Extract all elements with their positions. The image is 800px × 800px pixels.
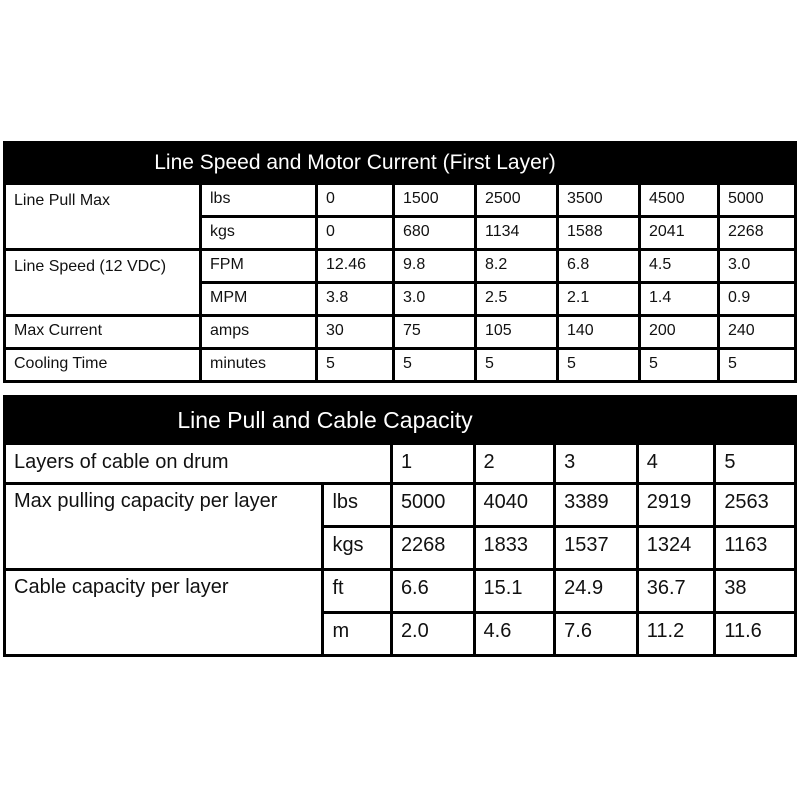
value-cell: 11.2	[638, 614, 714, 654]
value-cell: 1588	[559, 218, 638, 248]
value-cell: 2268	[392, 528, 473, 568]
value-cell: 1833	[475, 528, 554, 568]
layer-number: 5	[716, 445, 794, 482]
row-label: Max pulling capacity per layer	[6, 485, 322, 568]
value-cell: 3.8	[318, 284, 392, 314]
table-row: Line Speed (12 VDC) FPM 12.46 9.8 8.2 6.8 4.5 3…	[6, 251, 795, 314]
value-cell: 105	[477, 317, 556, 347]
line-pull-cable-capacity-table: Line Pull and Cable Capacity Layers of c…	[3, 395, 797, 657]
value-cell: 2041	[641, 218, 717, 248]
table-row: kgs 2268 1833 1537 1324 1163	[6, 528, 794, 568]
unit-cell: kgs	[324, 528, 390, 568]
line-speed-motor-current-table: Line Speed and Motor Current (First Laye…	[3, 141, 798, 383]
value-cell: 1134	[477, 218, 556, 248]
value-cell: 140	[559, 317, 638, 347]
value-cell: 5	[477, 350, 556, 380]
value-cell: 11.6	[716, 614, 794, 654]
row-label: Line Pull Max	[6, 185, 199, 248]
value-cell: 1324	[638, 528, 714, 568]
value-cell: 2.1	[559, 284, 638, 314]
table-row: Cable capacity per layer ft 6.6 15.1 24.9 36.…	[6, 571, 794, 654]
value-cell: 3500	[559, 185, 638, 215]
value-cell: 0	[318, 185, 392, 215]
value-cell: 5	[559, 350, 638, 380]
value-cell: 2.0	[392, 614, 473, 654]
layer-number: 4	[638, 445, 714, 482]
value-cell: 6.6	[392, 571, 473, 611]
value-cell: 2919	[638, 485, 714, 525]
value-cell: 5	[720, 350, 795, 380]
value-cell: 38	[716, 571, 794, 611]
value-cell: 2563	[716, 485, 794, 525]
table-row: Cooling Time minutes 5 5 5 5 5 5	[6, 350, 795, 380]
table-title: Line Pull and Cable Capacity	[6, 398, 794, 442]
value-cell: 5000	[392, 485, 473, 525]
value-cell: 1537	[556, 528, 636, 568]
table-row: MPM 3.8 3.0 2.5 2.1 1.4 0.9	[6, 284, 795, 314]
value-cell: 200	[641, 317, 717, 347]
value-cell: 7.6	[556, 614, 636, 654]
value-cell: 9.8	[395, 251, 474, 281]
value-cell: 5000	[720, 185, 795, 215]
value-cell: 4040	[475, 485, 554, 525]
value-cell: 3.0	[720, 251, 795, 281]
unit-cell: kgs	[202, 218, 315, 248]
row-label: Max Current	[6, 317, 199, 347]
value-cell: 0.9	[720, 284, 795, 314]
value-cell: 2268	[720, 218, 795, 248]
table-title: Line Speed and Motor Current (First Laye…	[6, 144, 795, 182]
layer-number: 3	[556, 445, 636, 482]
unit-cell: m	[324, 614, 390, 654]
value-cell: 3.0	[395, 284, 474, 314]
value-cell: 15.1	[475, 571, 554, 611]
row-label: Cooling Time	[6, 350, 199, 380]
table-row: m 2.0 4.6 7.6 11.2 11.6	[6, 614, 794, 654]
unit-cell: minutes	[202, 350, 315, 380]
unit-cell: MPM	[202, 284, 315, 314]
value-cell: 0	[318, 218, 392, 248]
value-cell: 5	[395, 350, 474, 380]
unit-cell: ft	[324, 571, 390, 611]
value-cell: 8.2	[477, 251, 556, 281]
value-cell: 1500	[395, 185, 474, 215]
value-cell: 24.9	[556, 571, 636, 611]
value-cell: 2.5	[477, 284, 556, 314]
row-label: Cable capacity per layer	[6, 571, 322, 654]
unit-cell: lbs	[324, 485, 390, 525]
table-row: Max Current amps 30 75 105 140 200 240	[6, 317, 795, 347]
value-cell: 30	[318, 317, 392, 347]
value-cell: 680	[395, 218, 474, 248]
value-cell: 2500	[477, 185, 556, 215]
value-cell: 4.5	[641, 251, 717, 281]
table-row: Line Pull Max lbs 0 1500 2500 3500 4500 5000	[6, 185, 795, 248]
table-row: kgs 0 680 1134 1588 2041 2268	[6, 218, 795, 248]
unit-cell: amps	[202, 317, 315, 347]
value-cell: 5	[641, 350, 717, 380]
layers-header-label: Layers of cable on drum	[6, 445, 390, 482]
value-cell: 1163	[716, 528, 794, 568]
unit-cell: FPM	[202, 251, 315, 281]
value-cell: 5	[318, 350, 392, 380]
layer-number: 2	[475, 445, 554, 482]
unit-cell: lbs	[202, 185, 315, 215]
row-label: Line Speed (12 VDC)	[6, 251, 199, 314]
value-cell: 12.46	[318, 251, 392, 281]
value-cell: 36.7	[638, 571, 714, 611]
table-row: Max pulling capacity per layer lbs 5000 404…	[6, 485, 794, 568]
value-cell: 6.8	[559, 251, 638, 281]
value-cell: 1.4	[641, 284, 717, 314]
value-cell: 75	[395, 317, 474, 347]
value-cell: 3389	[556, 485, 636, 525]
value-cell: 4500	[641, 185, 717, 215]
value-cell: 240	[720, 317, 795, 347]
value-cell: 4.6	[475, 614, 554, 654]
layer-number: 1	[392, 445, 473, 482]
